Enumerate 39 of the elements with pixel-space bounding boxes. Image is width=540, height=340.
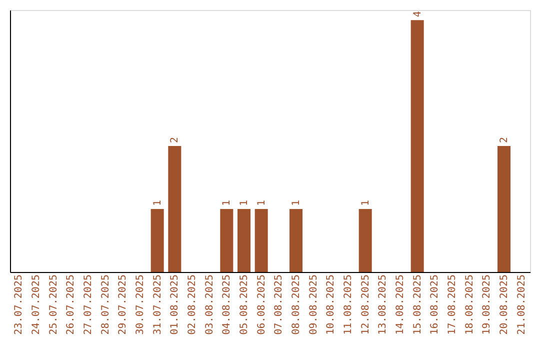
x-tick-label: 01.08.2025: [170, 274, 181, 335]
x-tick-label: 07.08.2025: [274, 274, 285, 335]
x-tick-label: 04.08.2025: [222, 274, 233, 335]
x-tick-label: 14.08.2025: [395, 274, 406, 335]
data-label: 2: [170, 137, 181, 144]
data-label: 1: [291, 200, 302, 206]
x-tick-label: 27.07.2025: [83, 274, 94, 335]
x-tick-label: 25.07.2025: [48, 274, 60, 335]
data-label: 1: [222, 200, 233, 206]
x-tick-label: 30.07.2025: [135, 274, 146, 335]
x-tick-label: 13.08.2025: [378, 274, 389, 335]
x-tick-label: 18.08.2025: [464, 274, 476, 335]
x-tick-label: 11.08.2025: [343, 274, 354, 335]
x-tick-label: 21.08.2025: [516, 274, 528, 335]
x-tick-label: 28.07.2025: [100, 274, 112, 335]
x-tick-label: 19.08.2025: [482, 274, 493, 335]
x-tick-label: 26.07.2025: [66, 274, 77, 335]
x-tick-label: 10.08.2025: [326, 274, 337, 335]
x-tick-label: 03.08.2025: [204, 274, 216, 335]
data-label: 2: [499, 137, 510, 144]
data-label: 1: [256, 200, 268, 206]
data-label: 1: [152, 200, 164, 206]
data-label: 1: [360, 200, 372, 206]
x-tick-label: 05.08.2025: [239, 274, 250, 335]
x-tick-label: 08.08.2025: [291, 274, 302, 335]
x-tick-label: 29.07.2025: [118, 274, 129, 335]
data-label: 4: [412, 11, 424, 18]
x-tick-label: 24.07.2025: [31, 274, 42, 335]
data-label: 1: [239, 200, 250, 206]
x-tick-label: 16.08.2025: [430, 274, 441, 335]
x-tick-label: 31.07.2025: [152, 274, 164, 335]
x-tick-label: 02.08.2025: [187, 274, 198, 335]
x-tick-label: 17.08.2025: [447, 274, 458, 335]
x-tick-label: 12.08.2025: [360, 274, 372, 335]
x-tick-label: 06.08.2025: [256, 274, 268, 335]
x-tick-label: 15.08.2025: [412, 274, 424, 335]
x-tick-label: 20.08.2025: [499, 274, 510, 335]
x-tick-label: 23.07.2025: [14, 274, 25, 335]
x-tick-label: 09.08.2025: [308, 274, 320, 335]
